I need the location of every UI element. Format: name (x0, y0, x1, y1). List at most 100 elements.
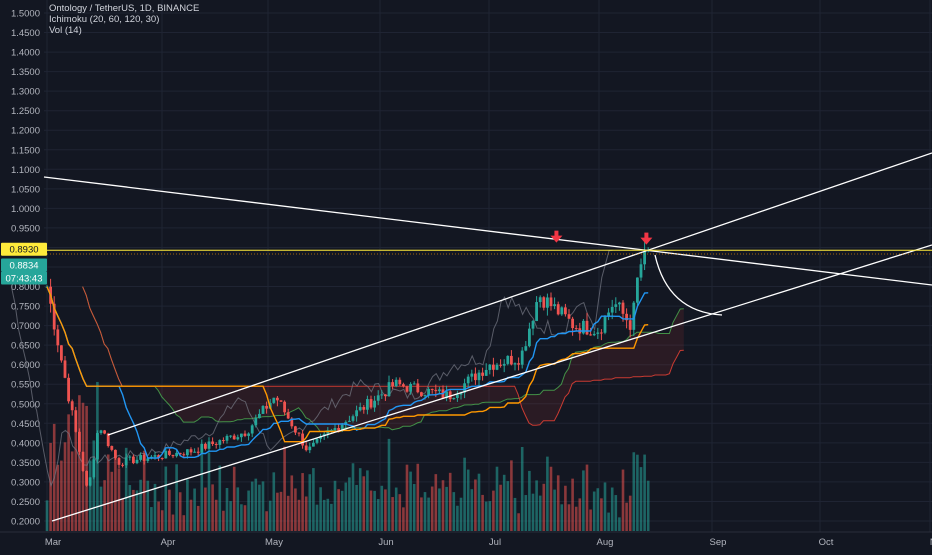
candle-body (585, 320, 589, 335)
candle-body (564, 307, 567, 315)
x-tick-label: Jun (378, 537, 393, 548)
volume-bar (294, 488, 297, 531)
candle-body (351, 416, 355, 421)
candle-body (574, 328, 578, 330)
ichimoku-indicator-label[interactable]: Ichimoku (20, 60, 120, 30) (49, 14, 160, 25)
symbol-title[interactable]: Ontology / TetherUS, 1D, BINANCE (49, 3, 200, 14)
candle-body (592, 333, 596, 336)
volume-bar (639, 467, 643, 531)
volume-bar (474, 479, 477, 531)
y-tick-label: 0.9500 (11, 223, 40, 234)
candle-body (186, 449, 189, 456)
volume-bar (276, 492, 279, 531)
volume-bar (585, 464, 589, 531)
y-tick-label: 0.5500 (11, 380, 40, 391)
volume-bar (405, 464, 409, 531)
y-tick-label: 1.5000 (11, 9, 40, 20)
candle-body (153, 455, 157, 457)
candle-body (114, 449, 117, 459)
volume-bar (488, 501, 492, 531)
last-price-badge: 0.8930 (9, 245, 38, 256)
y-tick-label: 1.2000 (11, 126, 40, 137)
candle-body (510, 355, 513, 365)
y-tick-label: 1.1500 (11, 145, 40, 156)
volume-bar (168, 489, 171, 531)
candle-body (628, 320, 632, 330)
candle-body (470, 373, 474, 377)
candle-body (315, 438, 319, 443)
candle-body (229, 435, 232, 437)
volume-bar (470, 489, 474, 531)
candle-body (560, 307, 564, 315)
candle-body (528, 328, 531, 347)
volume-bar (582, 470, 585, 531)
volume-bar (344, 482, 348, 531)
candle-body (67, 377, 70, 402)
candle-body (358, 407, 362, 411)
candle-body (340, 424, 344, 431)
candle-body (538, 297, 542, 303)
volume-bar (189, 499, 193, 531)
volume-bar (463, 457, 466, 531)
volume-bar (409, 471, 412, 531)
candle-body (639, 264, 643, 278)
volume-bar (78, 395, 81, 531)
candle-body (146, 458, 150, 461)
candle-body (168, 450, 171, 455)
ichimoku-cloud (82, 286, 684, 433)
volume-bar (164, 466, 168, 531)
candle-body (366, 399, 369, 410)
volume-bar (477, 473, 481, 531)
candle-body (297, 432, 301, 434)
arrow-shaft (644, 232, 649, 239)
y-tick-label: 1.1000 (11, 165, 40, 176)
candle-body (405, 386, 409, 392)
volume-bar (272, 472, 276, 531)
candle-body (189, 449, 193, 453)
candle-body (139, 454, 142, 460)
volume-bar (499, 484, 502, 531)
candle-body (103, 430, 106, 434)
candle-body (369, 399, 373, 408)
volume-bar (355, 484, 358, 531)
candle-body (384, 394, 387, 397)
candle-body (402, 384, 405, 387)
candle-body (243, 433, 247, 436)
volume-bar (92, 440, 96, 531)
candle-body (553, 304, 556, 307)
candle-body (319, 436, 322, 439)
volume-bar (132, 489, 135, 531)
volume-bar (49, 442, 52, 531)
candle-body (207, 441, 211, 449)
volume-bar (290, 475, 294, 531)
candle-body (63, 360, 67, 378)
volume-bar (182, 515, 186, 531)
candle-body (204, 443, 207, 449)
volume-bar (207, 452, 211, 531)
candle-body (232, 435, 236, 440)
candle-body (506, 355, 510, 364)
x-tick-label: No (930, 537, 932, 548)
volume-bar (340, 490, 344, 531)
candle-body (618, 302, 621, 305)
candle-body (596, 332, 600, 334)
volume-bar (106, 454, 110, 531)
volume-bar (333, 480, 337, 531)
y-tick-label: 1.3000 (11, 87, 40, 98)
candle-body (200, 443, 204, 453)
volume-indicator-label[interactable]: Vol (14) (49, 25, 82, 36)
candle-body (427, 388, 430, 396)
drawing-tools (43, 152, 932, 522)
candle-body (88, 477, 92, 486)
volume-bar (571, 478, 574, 531)
volume-bar (402, 507, 405, 531)
volume-bar (618, 517, 621, 531)
candle-body (211, 441, 214, 445)
candle-body (236, 437, 240, 440)
y-tick-label: 0.7000 (11, 321, 40, 332)
countdown-badge: 07:43:43 (6, 273, 43, 284)
candle-body (60, 345, 63, 361)
volume-bar (178, 492, 182, 531)
